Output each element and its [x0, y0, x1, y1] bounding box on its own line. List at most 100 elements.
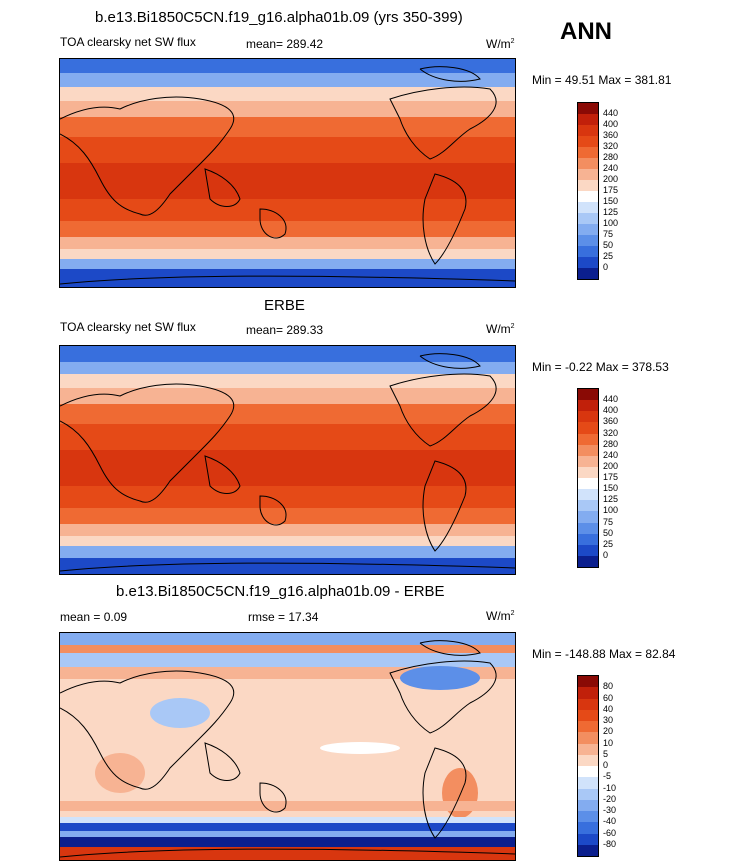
colorbar-tick-label: 100 — [603, 218, 619, 228]
colorbar-tick-label: -80 — [603, 838, 617, 849]
colorbar-tick-label: 400 — [603, 119, 619, 129]
colorbar-tick-label: 0 — [603, 549, 609, 560]
colorbar-tick-label: 125 — [603, 494, 619, 505]
band-n-mid — [60, 101, 515, 117]
colorbar-tick-label: -20 — [603, 793, 617, 804]
colorbar-swatch — [578, 687, 598, 699]
colorbar-tick-label: 25 — [603, 538, 614, 549]
colorbar-tick-label: -40 — [603, 816, 617, 827]
panel-2-field-label: TOA clearsky net SW flux — [60, 320, 196, 334]
colorbar-swatch — [578, 844, 598, 856]
colorbar-tick-label: 20 — [603, 726, 614, 737]
panel-2-mean: mean= 289.33 — [246, 323, 324, 337]
colorbar-swatch — [578, 522, 598, 534]
colorbar-swatch — [578, 822, 598, 834]
colorbar-swatch — [578, 721, 598, 733]
colorbar-tick-label: 440 — [603, 108, 619, 118]
colorbar-tick-label: 240 — [603, 163, 619, 173]
colorbar-swatch — [578, 500, 598, 512]
colorbar-swatch — [578, 455, 598, 467]
colorbar-tick-label: 60 — [603, 692, 614, 703]
colorbar-swatch — [578, 544, 598, 556]
colorbar-swatch — [578, 489, 598, 501]
colorbar-swatch — [578, 754, 598, 766]
colorbar-tick-label: 10 — [603, 737, 614, 748]
band-subpolar-s — [60, 259, 515, 269]
colorbar-swatch — [578, 766, 598, 778]
colorbar-tick-label: 360 — [603, 130, 619, 140]
colorbar-swatch — [578, 180, 598, 191]
band-polar-n — [60, 59, 515, 73]
colorbar-tick-label: 400 — [603, 405, 619, 416]
colorbar-swatch — [578, 125, 598, 136]
panel-1-units: W/m2 — [486, 37, 515, 51]
colorbar-swatch — [578, 422, 598, 434]
band-n-trop — [60, 137, 515, 163]
panel-1-field-label: TOA clearsky net SW flux — [60, 35, 196, 49]
colorbar-swatch — [578, 202, 598, 213]
colorbar-tick-label: 100 — [603, 505, 619, 516]
colorbar-tick-label: -10 — [603, 782, 617, 793]
panel-3-title: b.e13.Bi1850C5CN.f19_g16.alpha01b.09 - E… — [116, 583, 445, 600]
band-n-sub — [60, 117, 515, 137]
colorbar-swatch — [578, 533, 598, 545]
panel-1-map — [59, 58, 516, 288]
band-s-trop — [60, 199, 515, 221]
colorbar-swatch — [578, 257, 598, 268]
colorbar-swatch — [578, 478, 598, 490]
colorbar-swatch — [578, 235, 598, 246]
band-s-mid — [60, 237, 515, 249]
colorbar-tick-label: 320 — [603, 141, 619, 151]
colorbar-tick-label: 30 — [603, 715, 614, 725]
coastlines-3 — [60, 640, 515, 858]
panel-3-map — [59, 632, 516, 861]
colorbar-tick-label: 175 — [603, 185, 619, 195]
colorbar-swatch — [578, 246, 598, 257]
panel-1-minmax: Min = 49.51 Max = 381.81 — [532, 73, 672, 87]
colorbar-tick-label: 50 — [603, 527, 614, 538]
colorbar-swatch — [578, 732, 598, 744]
colorbar-tick-label: -30 — [603, 805, 617, 815]
colorbar-tick-label: 5 — [603, 748, 609, 759]
colorbar-tick-label: 320 — [603, 427, 619, 438]
colorbar-swatch — [578, 777, 598, 789]
colorbar-tick-label: 75 — [603, 229, 614, 239]
band-polar-s — [60, 269, 515, 287]
colorbar-tick-label: 25 — [603, 251, 614, 261]
colorbar-tick-label: 440 — [603, 394, 619, 405]
colorbar-tick-label: 360 — [603, 416, 619, 427]
panel-3-mean: mean = 0.09 — [60, 610, 128, 624]
colorbar-tick-label: 280 — [603, 438, 619, 449]
colorbar-swatch — [578, 224, 598, 235]
colorbar-swatch — [578, 511, 598, 523]
panel-1-colorbar — [577, 102, 599, 280]
coastlines-1 — [60, 66, 515, 285]
panel-3-minmax: Min = -148.88 Max = 82.84 — [532, 647, 676, 661]
band-s-high — [60, 249, 515, 259]
colorbar-swatch — [578, 676, 598, 688]
colorbar-swatch — [578, 213, 598, 224]
colorbar-swatch — [578, 743, 598, 755]
colorbar-tick-label: 200 — [603, 174, 619, 184]
colorbar-swatch — [578, 114, 598, 125]
colorbar-swatch — [578, 411, 598, 423]
coastlines-2 — [60, 353, 515, 572]
colorbar-swatch — [578, 709, 598, 721]
colorbar-swatch — [578, 811, 598, 823]
band-eq — [60, 163, 515, 199]
panel-1-map-svg — [60, 59, 515, 287]
panel-2-colorbar — [577, 388, 599, 568]
colorbar-tick-label: 75 — [603, 516, 614, 527]
panel-3-colorbar — [577, 675, 599, 857]
colorbar-tick-label: 150 — [603, 196, 619, 206]
colorbar-tick-label: 200 — [603, 460, 619, 471]
colorbar-tick-label: -5 — [603, 771, 612, 782]
colorbar-tick-label: 240 — [603, 449, 619, 460]
band-subpolar-n — [60, 73, 515, 87]
colorbar-swatch — [578, 698, 598, 710]
colorbar-swatch — [578, 136, 598, 147]
colorbar-swatch — [578, 400, 598, 412]
colorbar-swatch — [578, 169, 598, 180]
colorbar-swatch — [578, 444, 598, 456]
colorbar-tick-label: 80 — [603, 681, 614, 692]
